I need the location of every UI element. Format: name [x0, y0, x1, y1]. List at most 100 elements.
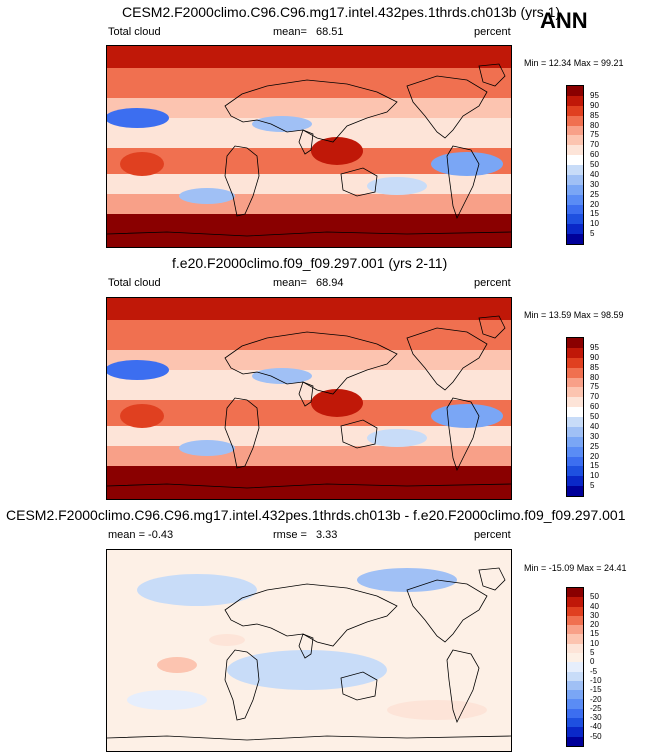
colorbar-segment	[567, 338, 583, 348]
field-low-east-pacific	[431, 152, 503, 176]
panel-3-stat-value: 3.33	[316, 529, 338, 541]
field-neg-tropics	[227, 650, 387, 690]
colorbar-tick-label: 75	[590, 130, 599, 140]
field-low-south-indian	[179, 188, 235, 204]
coastline	[478, 63, 506, 87]
colorbar-tick-label: 10	[590, 638, 599, 648]
coastline	[107, 483, 511, 489]
colorbar-segment	[567, 387, 583, 398]
colorbar-segment	[567, 234, 583, 244]
field-band-south-midlat	[107, 194, 511, 214]
coastline	[298, 129, 314, 155]
coastline	[478, 567, 506, 591]
panel-1-stat-label: mean=	[273, 26, 307, 38]
colorbar-tick-label: 70	[590, 392, 599, 402]
coastline	[298, 381, 314, 407]
colorbar-segment	[567, 347, 583, 358]
field-high-africa	[120, 404, 164, 428]
colorbar-segment	[567, 165, 583, 175]
field-band-subtropics-n	[107, 98, 511, 118]
colorbar-tick-label: 95	[590, 90, 599, 100]
colorbar-segment	[567, 736, 583, 746]
coastline	[107, 735, 511, 741]
panel-3-map-field	[107, 550, 511, 751]
coastline	[446, 145, 480, 220]
colorbar-segment	[567, 680, 583, 691]
coastline	[224, 583, 398, 647]
field-low-south-indian	[179, 440, 235, 456]
field-band-south-midlat	[107, 446, 511, 466]
panel-2-colorbar	[566, 337, 584, 497]
field-neg-arctic	[357, 568, 457, 592]
panel-1-map-field	[107, 46, 511, 247]
colorbar-tick-label: 20	[590, 199, 599, 209]
colorbar-tick-label: 15	[590, 209, 599, 219]
colorbar-tick-label: 60	[590, 402, 599, 412]
colorbar-segment	[567, 105, 583, 116]
colorbar-segment	[567, 690, 583, 700]
panel-3-units: percent	[474, 529, 511, 541]
colorbar-segment	[567, 597, 583, 607]
colorbar-tick-label: 5	[590, 648, 595, 658]
colorbar-segment	[567, 125, 583, 136]
colorbar-tick-label: 15	[590, 461, 599, 471]
panel-3-map	[106, 549, 512, 752]
colorbar-segment	[567, 86, 583, 96]
coastline	[224, 145, 260, 217]
colorbar-segment	[567, 606, 583, 616]
field-neg-north	[137, 574, 257, 606]
colorbar-tick-label: 40	[590, 601, 599, 611]
panel-1-title: CESM2.F2000climo.C96.C96.mg17.intel.432p…	[122, 4, 561, 20]
colorbar-segment	[567, 194, 583, 205]
colorbar-tick-label: -50	[590, 731, 602, 741]
field-band-north-midlat	[107, 68, 511, 98]
colorbar-tick-label: 0	[590, 657, 595, 667]
colorbar-tick-label: 5	[590, 481, 595, 491]
panel-1-stat-value: 68.51	[316, 26, 344, 38]
colorbar-tick-label: 40	[590, 421, 599, 431]
season-label: ANN	[540, 8, 588, 33]
colorbar-segment	[567, 466, 583, 477]
field-high-maritime	[311, 389, 363, 417]
colorbar-segment	[567, 407, 583, 417]
panel-1-minmax: Min = 12.34 Max = 99.21	[524, 58, 624, 68]
field-low-arabia	[252, 368, 312, 384]
field-high-africa	[120, 152, 164, 176]
coastline	[340, 167, 378, 197]
panel-1-map	[106, 45, 512, 248]
colorbar-segment	[567, 476, 583, 487]
colorbar-tick-label: 10	[590, 471, 599, 481]
colorbar-segment	[567, 652, 583, 663]
field-pos-africa	[157, 657, 197, 673]
colorbar-segment	[567, 615, 583, 626]
field-band-subtropics-n	[107, 350, 511, 370]
colorbar-tick-label: 50	[590, 592, 599, 602]
field-low-sahara	[107, 108, 169, 128]
colorbar-tick-label: 90	[590, 100, 599, 110]
panel-2-variable-label: Total cloud	[108, 277, 161, 289]
colorbar-segment	[567, 174, 583, 185]
panel-3-colorbar	[566, 587, 584, 747]
colorbar-tick-label: 85	[590, 110, 599, 120]
colorbar-tick-label: 40	[590, 169, 599, 179]
panel-3-stat-label: rmse =	[273, 529, 307, 541]
coastline	[224, 79, 398, 143]
colorbar-tick-label: 30	[590, 610, 599, 620]
coastline	[224, 649, 260, 721]
panel-2-minmax: Min = 13.59 Max = 98.59	[524, 310, 624, 320]
coastline	[298, 633, 314, 659]
colorbar-segment	[567, 95, 583, 106]
panel-2-stat-label: mean=	[273, 277, 307, 289]
colorbar-segment	[567, 145, 583, 156]
panel-2-stat-value: 68.94	[316, 277, 344, 289]
colorbar-tick-label: -15	[590, 685, 602, 695]
colorbar-tick-label: -10	[590, 675, 602, 685]
coastline	[446, 649, 480, 724]
colorbar-tick-label: 30	[590, 431, 599, 441]
colorbar-tick-label: 10	[590, 219, 599, 229]
colorbar-segment	[567, 456, 583, 467]
coastline	[406, 579, 488, 643]
colorbar-segment	[567, 699, 583, 709]
colorbar-segment	[567, 625, 583, 635]
colorbar-tick-label: -25	[590, 703, 602, 713]
